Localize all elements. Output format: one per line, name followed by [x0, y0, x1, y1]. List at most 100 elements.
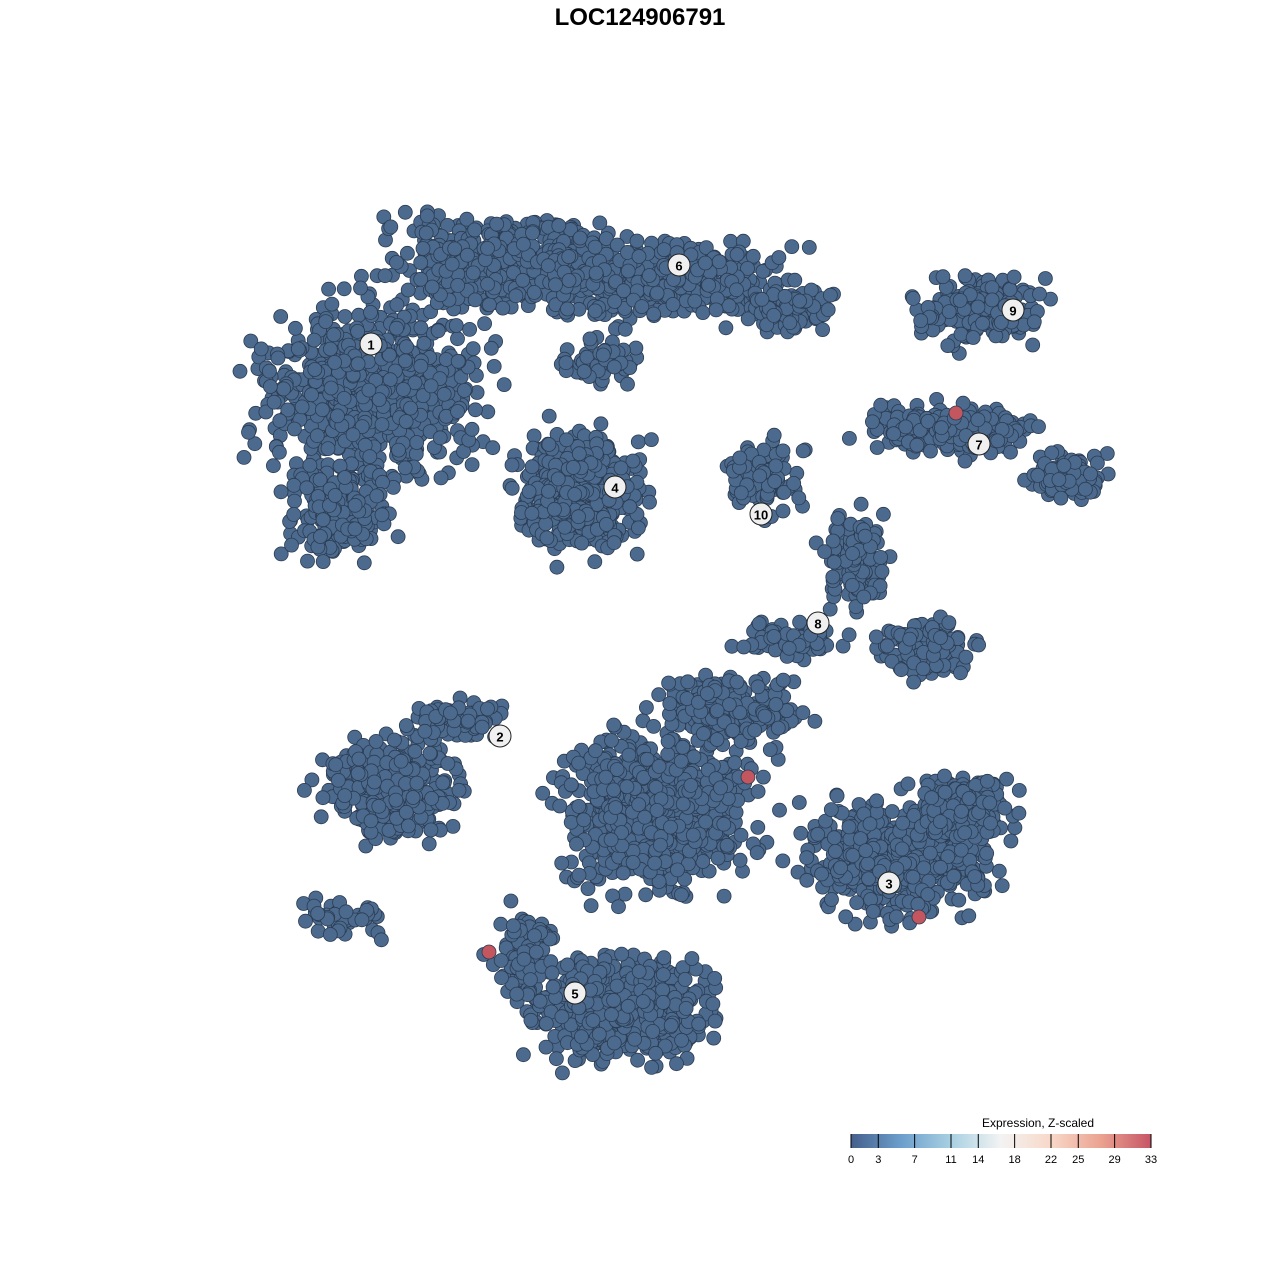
cell-point	[909, 437, 925, 453]
cell-point	[504, 457, 520, 473]
cell-point	[873, 397, 889, 413]
cell-point	[545, 979, 561, 995]
cell-point	[243, 333, 259, 349]
cell-point	[419, 208, 435, 224]
cell-point	[644, 1060, 659, 1075]
cell-point	[766, 427, 782, 443]
cell-point	[869, 440, 885, 455]
cell-point	[395, 381, 411, 397]
cell-point	[558, 355, 574, 371]
cell-point	[606, 359, 622, 375]
cell-point	[606, 992, 621, 1008]
cell-point	[1026, 314, 1042, 330]
cell-point	[315, 790, 331, 806]
cell-point	[561, 273, 577, 288]
cell-point	[424, 279, 440, 295]
cell-point	[386, 732, 402, 748]
cell-point	[1053, 490, 1069, 506]
cell-point	[736, 639, 752, 655]
cell-point	[363, 813, 379, 829]
cell-point	[312, 529, 328, 544]
cell-point	[493, 953, 509, 968]
cell-point	[628, 340, 644, 356]
cell-point	[707, 971, 723, 986]
cell-point	[276, 381, 292, 397]
cell-point	[423, 822, 439, 838]
cell-point	[1032, 286, 1047, 302]
cell-point	[549, 1051, 564, 1067]
cell-point	[551, 218, 567, 234]
cell-point	[970, 412, 986, 428]
cell-point	[489, 216, 505, 232]
cell-point	[467, 402, 483, 418]
cell-point	[606, 1035, 622, 1051]
cell-point	[236, 449, 252, 465]
cell-point	[571, 446, 587, 462]
cell-point	[975, 315, 990, 331]
cell-point	[330, 408, 345, 424]
cell-point	[421, 836, 437, 852]
cell-point	[635, 994, 651, 1009]
cell-point	[663, 1018, 679, 1033]
cell-point	[320, 441, 336, 457]
cell-point	[337, 470, 353, 485]
cell-point	[526, 284, 542, 300]
cell-point	[474, 719, 490, 735]
cell-point	[508, 288, 524, 304]
cell-point	[718, 320, 734, 336]
cell-point	[984, 280, 1000, 296]
cell-point	[391, 442, 406, 458]
cell-point	[336, 390, 352, 406]
cell-point	[464, 421, 480, 437]
cell-point	[732, 450, 748, 466]
cell-point	[496, 377, 512, 393]
cell-point	[417, 723, 433, 739]
cell-point	[541, 437, 557, 452]
cell-point	[620, 998, 636, 1014]
cell-point	[286, 421, 302, 437]
cell-point	[273, 484, 289, 500]
cell-point	[571, 509, 586, 525]
cell-point	[445, 819, 461, 834]
cell-point	[1006, 269, 1022, 285]
cell-point	[560, 301, 575, 317]
cell-point	[418, 225, 434, 241]
cell-point	[272, 413, 288, 429]
cell-point	[935, 269, 951, 285]
cell-point	[825, 569, 841, 585]
cell-point	[856, 589, 872, 605]
cell-point	[620, 263, 636, 279]
cell-point	[953, 665, 968, 681]
cell-point	[777, 288, 793, 304]
cell-point	[467, 292, 483, 308]
cell-point	[413, 255, 429, 271]
cell-point	[374, 507, 390, 523]
cell-point	[393, 753, 409, 769]
cell-point	[576, 364, 592, 379]
cell-point	[464, 457, 480, 473]
cell-point	[398, 718, 414, 733]
cell-point	[656, 242, 672, 258]
cell-point	[557, 519, 573, 535]
chart-title: LOC124906791	[554, 4, 726, 31]
cell-point	[940, 338, 956, 354]
cell-point	[786, 475, 802, 491]
cell-point	[830, 511, 846, 526]
cell-point	[480, 240, 495, 256]
cell-point	[444, 256, 460, 272]
cell-point	[371, 798, 387, 814]
cell-point	[516, 1047, 531, 1063]
cell-point	[330, 772, 346, 788]
cell-point	[315, 512, 331, 528]
cell-point	[669, 1056, 684, 1072]
cell-point	[516, 236, 531, 252]
cell-point	[347, 497, 363, 513]
cell-point	[941, 304, 957, 320]
cell-point	[565, 459, 581, 475]
cell-point	[324, 296, 340, 312]
cell-point	[353, 280, 368, 296]
cell-point	[528, 944, 544, 960]
cell-point	[826, 554, 842, 570]
cell-point	[801, 239, 817, 255]
cell-point	[642, 494, 657, 510]
